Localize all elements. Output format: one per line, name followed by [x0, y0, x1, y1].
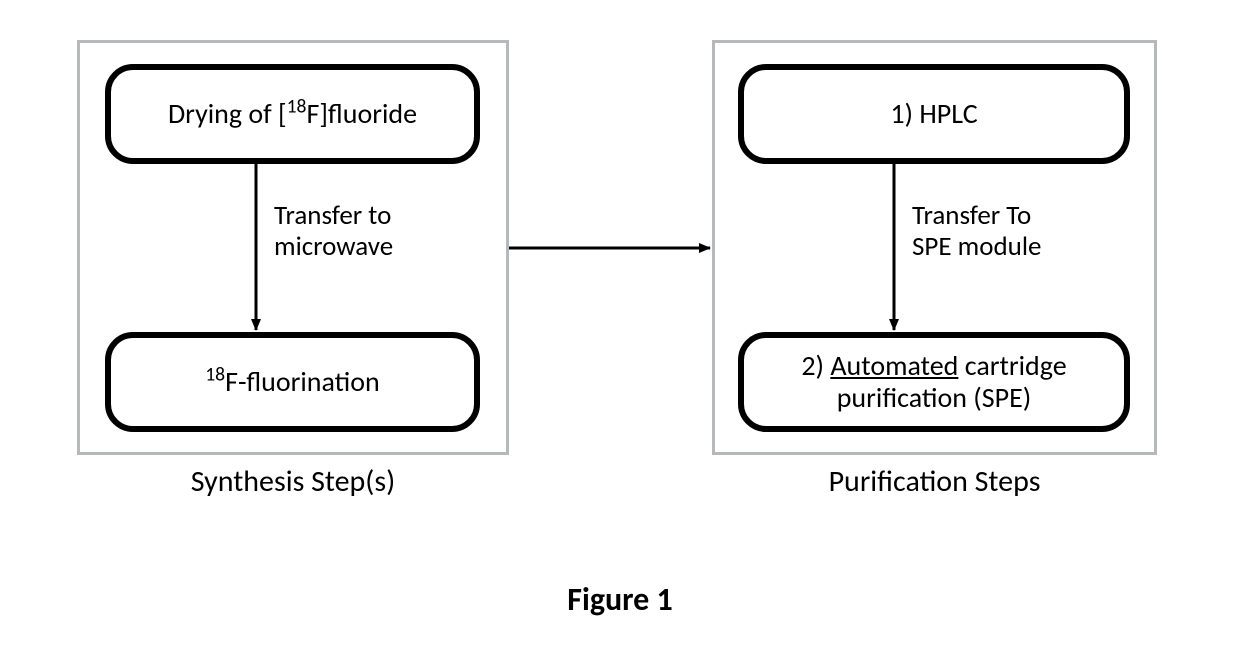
- node-fluorination-super: 18: [205, 363, 225, 387]
- edge-purif-label-line2: SPE module: [912, 231, 1041, 262]
- node-drying-super: 18: [287, 95, 307, 119]
- edge-synth-label: Transfer to microwave: [274, 200, 393, 262]
- purification-caption: Purification Steps: [712, 465, 1157, 500]
- node-spe: 2) Automated cartridge purification (SPE…: [738, 332, 1130, 432]
- edge-synth-label-line2: microwave: [274, 231, 393, 262]
- node-hplc: 1) HPLC: [738, 64, 1130, 164]
- figure-title: Figure 1: [0, 580, 1240, 619]
- node-fluorination-text-post: F-fluorination: [225, 364, 380, 399]
- node-hplc-text: 1) HPLC: [890, 98, 977, 130]
- node-fluorination: 18F-fluorination: [105, 332, 480, 432]
- synthesis-caption: Synthesis Step(s): [77, 465, 509, 500]
- node-drying: Drying of [18F]fluoride: [105, 64, 480, 164]
- edge-synth-label-line1: Transfer to: [274, 200, 393, 231]
- edge-purif-label-line1: Transfer To: [912, 200, 1041, 231]
- figure-canvas: Drying of [18F]fluoride 18F-fluorination…: [0, 0, 1240, 666]
- node-drying-text-post: F]fluoride: [306, 96, 417, 131]
- node-spe-underlined: Automated: [830, 348, 958, 383]
- node-drying-text-pre: Drying of [: [168, 96, 287, 131]
- node-spe-prefix: 2): [801, 348, 830, 383]
- edge-purif-label: Transfer To SPE module: [912, 200, 1041, 262]
